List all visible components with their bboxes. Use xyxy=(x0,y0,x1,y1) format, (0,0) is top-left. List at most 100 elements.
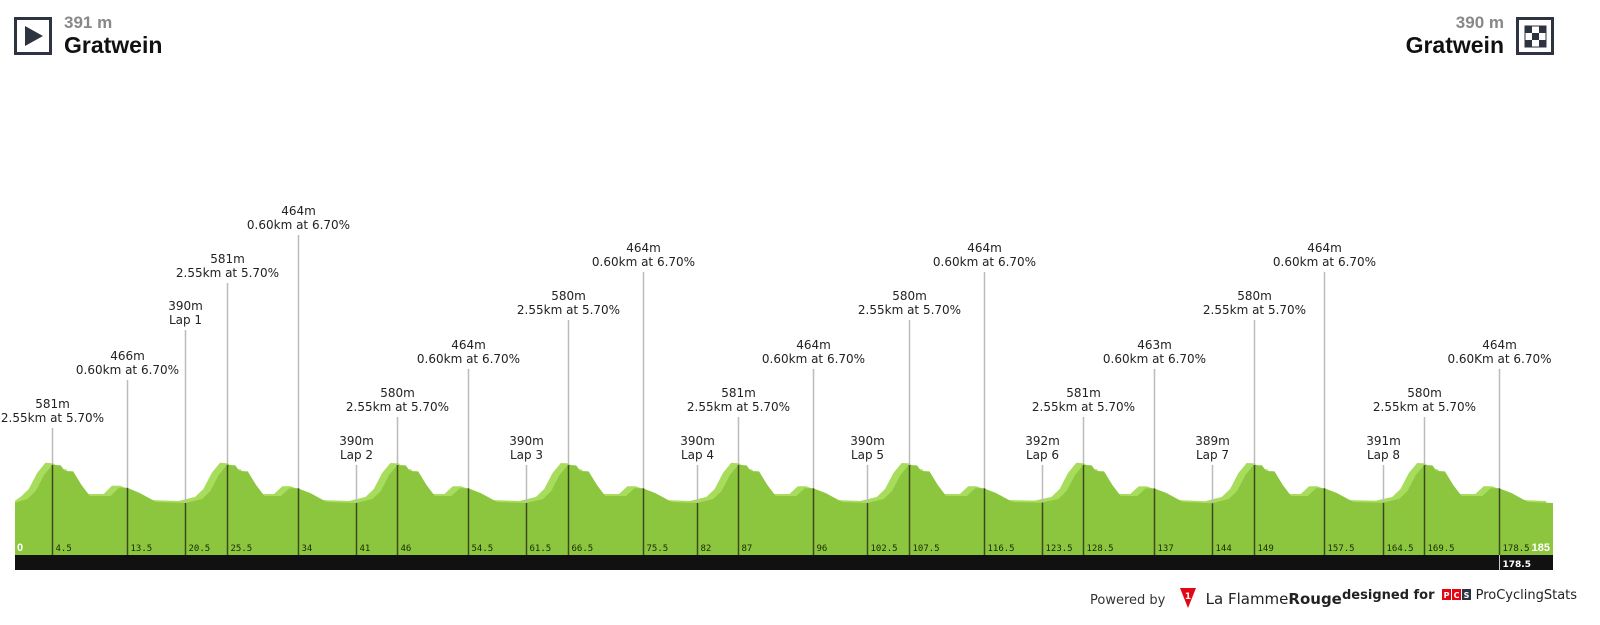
km-tick-label: 66.5 xyxy=(572,544,594,554)
marker-detail-label: 0.60km at 6.70% xyxy=(1273,255,1376,269)
marker-elevation-label: 464m xyxy=(796,338,831,352)
procyclingstats-link[interactable]: ProCyclingStats xyxy=(1475,588,1578,603)
finish-altitude: 390 m xyxy=(1455,13,1504,32)
la-flamme-rouge-logo-icon: 1 xyxy=(1179,588,1196,612)
marker-elevation-label: 390m xyxy=(680,434,715,448)
start-km-label: 0 xyxy=(17,542,23,554)
marker-elevation-label: 581m xyxy=(210,252,245,266)
marker-detail-label: Lap 8 xyxy=(1367,448,1400,462)
play-icon xyxy=(25,26,43,46)
marker-detail-label: Lap 3 xyxy=(510,448,543,462)
marker-detail-label: 2.55km at 5.70% xyxy=(858,303,961,317)
finish-icon-box xyxy=(1516,17,1554,55)
km-tick-label: 20.5 xyxy=(189,544,211,554)
marker-elevation-label: 464m xyxy=(967,241,1002,255)
marker-elevation-label: 390m xyxy=(168,299,203,313)
brand-1-bold: Rouge xyxy=(1288,590,1342,608)
bar-km-label: 178.5 xyxy=(1503,560,1531,570)
marker-detail-label: Lap 7 xyxy=(1196,448,1229,462)
start-altitude: 391 m xyxy=(64,13,113,32)
designed-for-label: designed for xyxy=(1342,588,1435,603)
km-tick-label: 164.5 xyxy=(1387,544,1414,554)
marker-elevation-label: 580m xyxy=(892,289,927,303)
km-tick-label: 107.5 xyxy=(913,544,940,554)
marker-elevation-label: 391m xyxy=(1366,434,1401,448)
svg-text:P: P xyxy=(1444,591,1450,600)
km-tick-label: 87 xyxy=(742,544,753,554)
marker-elevation-label: 580m xyxy=(551,289,586,303)
marker-detail-label: 0.60km at 6.70% xyxy=(1103,352,1206,366)
profile-area xyxy=(15,464,1553,555)
finish-km-label: 185 xyxy=(1532,542,1550,554)
marker-detail-label: 0.60km at 6.70% xyxy=(247,218,350,232)
marker-elevation-label: 581m xyxy=(35,397,70,411)
start-icon-box xyxy=(14,17,52,55)
marker-detail-label: 0.60km at 6.70% xyxy=(417,352,520,366)
start-header: 391 m Gratwein xyxy=(64,13,163,59)
marker-elevation-label: 390m xyxy=(850,434,885,448)
marker-detail-label: 2.55km at 5.70% xyxy=(176,266,279,280)
distance-bar xyxy=(15,555,1553,570)
km-tick-label: 157.5 xyxy=(1328,544,1355,554)
marker-detail-label: 0.60km at 6.70% xyxy=(933,255,1036,269)
km-tick-label: 169.5 xyxy=(1428,544,1455,554)
km-tick-label: 75.5 xyxy=(647,544,669,554)
marker-detail-label: Lap 4 xyxy=(681,448,714,462)
marker-detail-label: 2.55km at 5.70% xyxy=(687,400,790,414)
marker-elevation-label: 466m xyxy=(110,349,145,363)
marker-elevation-label: 392m xyxy=(1025,434,1060,448)
km-tick-label: 123.5 xyxy=(1046,544,1073,554)
marker-detail-label: 0.60km at 6.70% xyxy=(762,352,865,366)
marker-elevation-label: 464m xyxy=(626,241,661,255)
km-tick-label: 116.5 xyxy=(988,544,1015,554)
km-tick-label: 82 xyxy=(701,544,712,554)
marker-detail-label: Lap 6 xyxy=(1026,448,1059,462)
powered-by-label: Powered by xyxy=(1090,593,1166,608)
marker-elevation-label: 464m xyxy=(1307,241,1342,255)
marker-detail-label: 2.55km at 5.70% xyxy=(1373,400,1476,414)
marker-elevation-label: 390m xyxy=(339,434,374,448)
marker-detail-label: 0.60Km at 6.70% xyxy=(1447,352,1551,366)
svg-text:1: 1 xyxy=(1184,592,1190,602)
km-tick-label: 34 xyxy=(302,544,313,554)
marker-elevation-label: 580m xyxy=(1407,386,1442,400)
checkered-flag-icon xyxy=(1524,25,1547,48)
marker-detail-label: Lap 2 xyxy=(340,448,373,462)
marker-detail-label: 2.55km at 5.70% xyxy=(1,411,104,425)
km-tick-label: 96 xyxy=(817,544,828,554)
km-tick-label: 13.5 xyxy=(131,544,153,554)
km-tick-label: 46 xyxy=(401,544,412,554)
km-tick-label: 54.5 xyxy=(472,544,494,554)
marker-detail-label: Lap 1 xyxy=(169,313,202,327)
powered-by: Powered by 1 La FlammeRouge xyxy=(1090,588,1342,612)
marker-detail-label: 2.55km at 5.70% xyxy=(1032,400,1135,414)
km-tick-label: 137 xyxy=(1158,544,1174,554)
brand-1: La Flamme xyxy=(1205,590,1289,608)
marker-elevation-label: 581m xyxy=(1066,386,1101,400)
svg-text:C: C xyxy=(1454,591,1460,600)
km-tick-label: 41 xyxy=(360,544,371,554)
marker-elevation-label: 389m xyxy=(1195,434,1230,448)
marker-elevation-label: 580m xyxy=(380,386,415,400)
marker-detail-label: 0.60km at 6.70% xyxy=(592,255,695,269)
svg-text:S: S xyxy=(1464,591,1470,600)
km-tick-label: 128.5 xyxy=(1087,544,1114,554)
marker-elevation-label: 464m xyxy=(281,204,316,218)
finish-name: Gratwein xyxy=(1405,32,1504,58)
marker-detail-label: Lap 5 xyxy=(851,448,884,462)
marker-elevation-label: 581m xyxy=(721,386,756,400)
marker-elevation-label: 390m xyxy=(509,434,544,448)
km-tick-label: 61.5 xyxy=(530,544,552,554)
start-name: Gratwein xyxy=(64,32,163,58)
km-tick-label: 149 xyxy=(1258,544,1274,554)
la-flamme-rouge-link[interactable]: La FlammeRouge xyxy=(1206,590,1342,608)
marker-detail-label: 2.55km at 5.70% xyxy=(346,400,449,414)
km-tick-label: 102.5 xyxy=(871,544,898,554)
marker-elevation-label: 464m xyxy=(1482,338,1517,352)
km-tick-label: 178.5 xyxy=(1503,544,1530,554)
km-tick-label: 144 xyxy=(1216,544,1232,554)
marker-detail-label: 2.55km at 5.70% xyxy=(1203,303,1306,317)
